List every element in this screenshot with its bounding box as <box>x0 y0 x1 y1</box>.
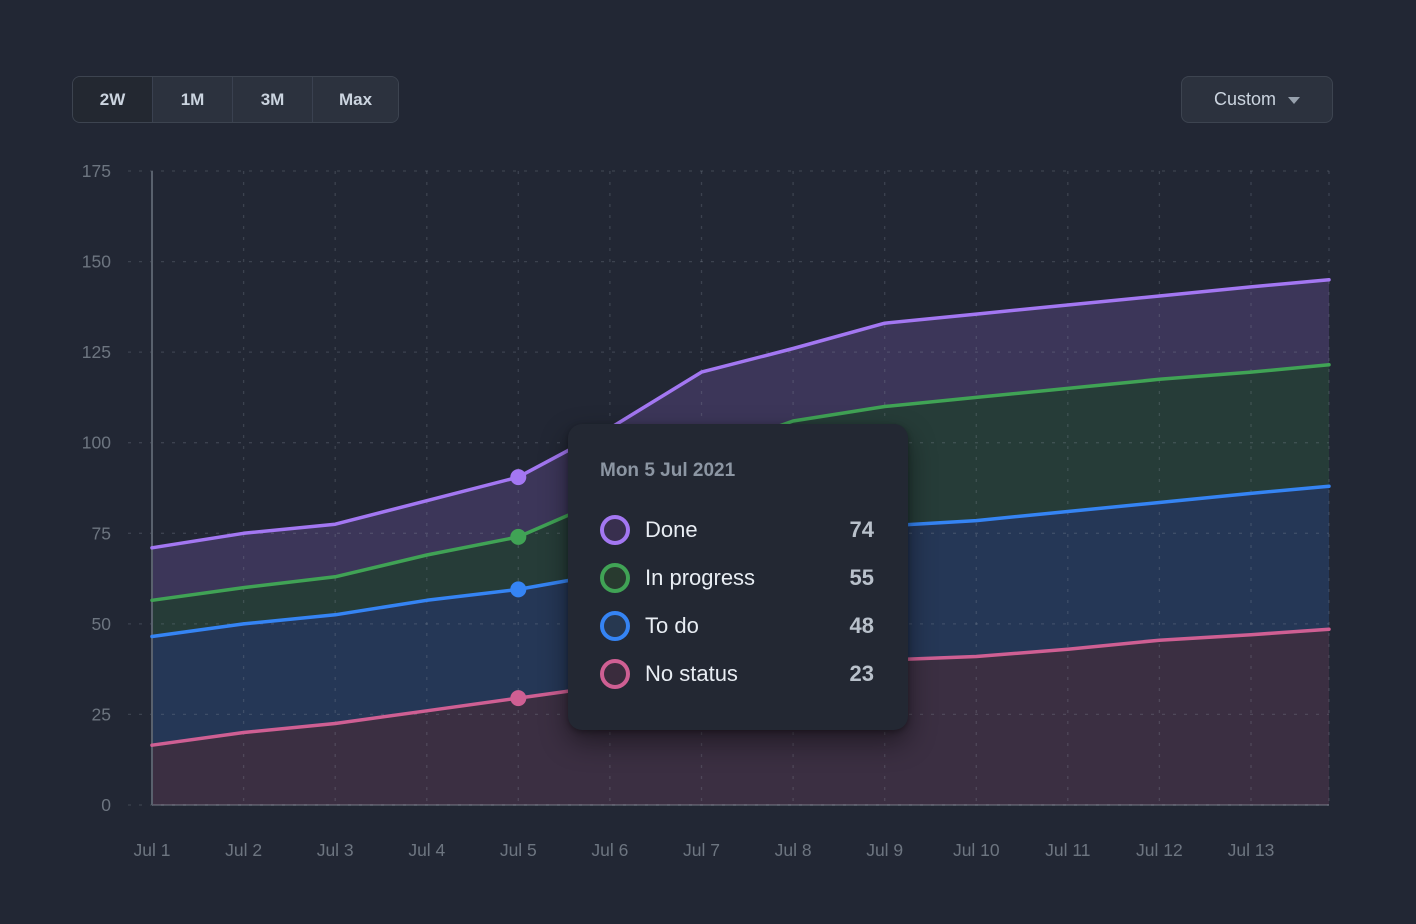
range-button-max[interactable]: Max <box>312 77 398 122</box>
x-tick-label: Jul 3 <box>317 840 354 860</box>
highlight-dot-in-progress <box>510 528 527 545</box>
x-tick-label: Jul 12 <box>1136 840 1183 860</box>
series-line-done <box>150 277 1331 550</box>
y-tick-label: 50 <box>92 614 112 634</box>
x-tick-label: Jul 4 <box>408 840 445 860</box>
tooltip-row-done: Done 74 <box>600 506 874 554</box>
tooltip-row-to-do: To do 48 <box>600 602 874 650</box>
custom-range-dropdown[interactable]: Custom <box>1181 76 1333 123</box>
x-tick-label: Jul 13 <box>1228 840 1275 860</box>
x-tick-label: Jul 5 <box>500 840 537 860</box>
range-button-1m[interactable]: 1M <box>152 77 232 122</box>
range-button-2w[interactable]: 2W <box>73 77 152 122</box>
x-tick-label: Jul 9 <box>866 840 903 860</box>
y-tick-label: 150 <box>82 252 111 272</box>
range-selector: 2W 1M 3M Max <box>72 76 399 123</box>
series-label: To do <box>645 613 699 638</box>
highlight-dot-no-status <box>510 690 527 707</box>
x-tick-label: Jul 1 <box>134 840 171 860</box>
chart-tooltip: Mon 5 Jul 2021 Done 74 In progress 55 To… <box>568 424 908 730</box>
y-tick-label: 25 <box>92 704 111 724</box>
y-tick-label: 75 <box>92 523 111 543</box>
x-tick-label: Jul 10 <box>953 840 1000 860</box>
series-swatch-in-progress <box>600 563 630 593</box>
y-tick-label: 100 <box>82 433 111 453</box>
x-tick-label: Jul 8 <box>775 840 812 860</box>
y-tick-label: 125 <box>82 342 111 362</box>
series-value: 55 <box>849 565 874 590</box>
y-tick-label: 175 <box>82 161 111 181</box>
tooltip-date: Mon 5 Jul 2021 <box>600 460 736 481</box>
x-tick-label: Jul 7 <box>683 840 720 860</box>
series-swatch-no-status <box>600 659 630 689</box>
tooltip-row-in-progress: In progress 55 <box>600 554 874 602</box>
tooltip-row-no-status: No status 23 <box>600 650 874 698</box>
series-swatch-to-do <box>600 611 630 641</box>
chevron-down-icon <box>1288 97 1300 104</box>
series-label: No status <box>645 661 738 686</box>
x-tick-label: Jul 6 <box>591 840 628 860</box>
series-label: Done <box>645 517 698 542</box>
series-value: 48 <box>849 613 874 638</box>
highlight-dot-to-do <box>510 581 527 598</box>
x-tick-label: Jul 11 <box>1045 840 1090 860</box>
series-label: In progress <box>645 565 756 590</box>
y-tick-label: 0 <box>101 795 111 815</box>
range-button-3m[interactable]: 3M <box>232 77 312 122</box>
custom-range-label: Custom <box>1213 89 1276 109</box>
series-value: 23 <box>849 661 874 686</box>
highlight-dot-done <box>510 469 527 486</box>
series-swatch-done <box>600 515 630 545</box>
series-value: 74 <box>849 517 874 542</box>
area-band-done <box>152 279 1329 601</box>
x-tick-label: Jul 2 <box>225 840 262 860</box>
